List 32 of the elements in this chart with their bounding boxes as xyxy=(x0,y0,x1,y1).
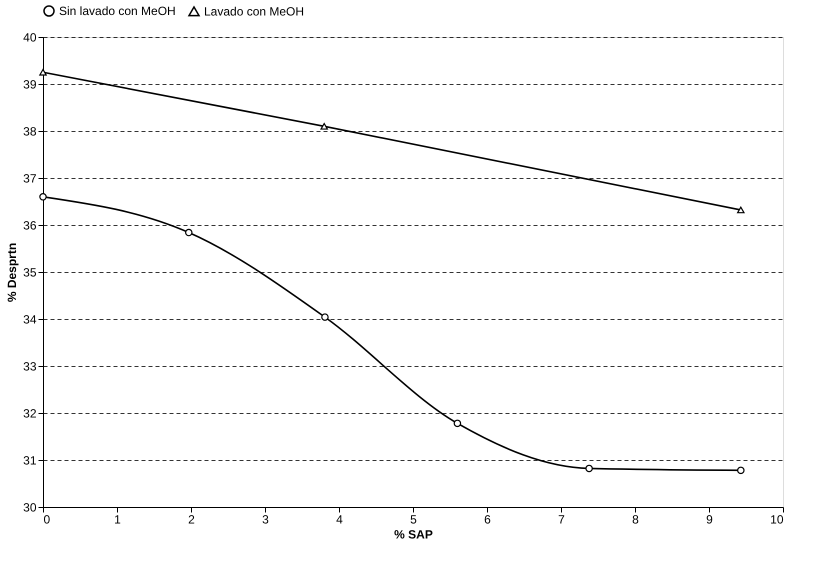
y-tick-label: 37 xyxy=(23,172,37,186)
point xyxy=(585,464,593,472)
x-tick-label: 9 xyxy=(706,512,714,526)
point xyxy=(454,420,462,428)
y-tick-label: 36 xyxy=(23,218,37,232)
y-tick-label: 30 xyxy=(23,500,37,514)
x-tick-label: 5 xyxy=(410,512,418,526)
y-tick-label: 32 xyxy=(23,406,37,420)
legend-label: Sin lavado con MeOH xyxy=(59,4,176,18)
x-tick-label: 10 xyxy=(770,512,784,526)
y-tick-label: 39 xyxy=(23,78,37,92)
x-axis-title: % SAP xyxy=(394,528,433,542)
x-tick-label: 3 xyxy=(262,512,270,526)
point xyxy=(39,193,47,201)
x-tick-label: 7 xyxy=(558,512,566,526)
point xyxy=(185,228,193,236)
x-tick-label: 2 xyxy=(188,512,196,526)
y-tick-label: 34 xyxy=(23,312,37,326)
x-tick-label: 4 xyxy=(336,512,344,526)
y-tick-label: 35 xyxy=(23,266,37,280)
y-tick-label: 40 xyxy=(23,30,37,44)
x-tick-label: 1 xyxy=(114,512,122,526)
x-tick-label: 6 xyxy=(484,512,492,526)
x-tick-label: 0 xyxy=(44,512,50,526)
y-tick-label: 33 xyxy=(23,360,37,374)
point xyxy=(321,313,329,321)
legend-label: Lavado con MeOH xyxy=(204,4,304,18)
y-axis-title: % Desprtn xyxy=(5,242,20,302)
point xyxy=(737,466,745,474)
y-tick-label: 31 xyxy=(23,454,37,468)
x-tick-label: 8 xyxy=(632,512,640,526)
y-tick-label: 38 xyxy=(23,124,37,138)
